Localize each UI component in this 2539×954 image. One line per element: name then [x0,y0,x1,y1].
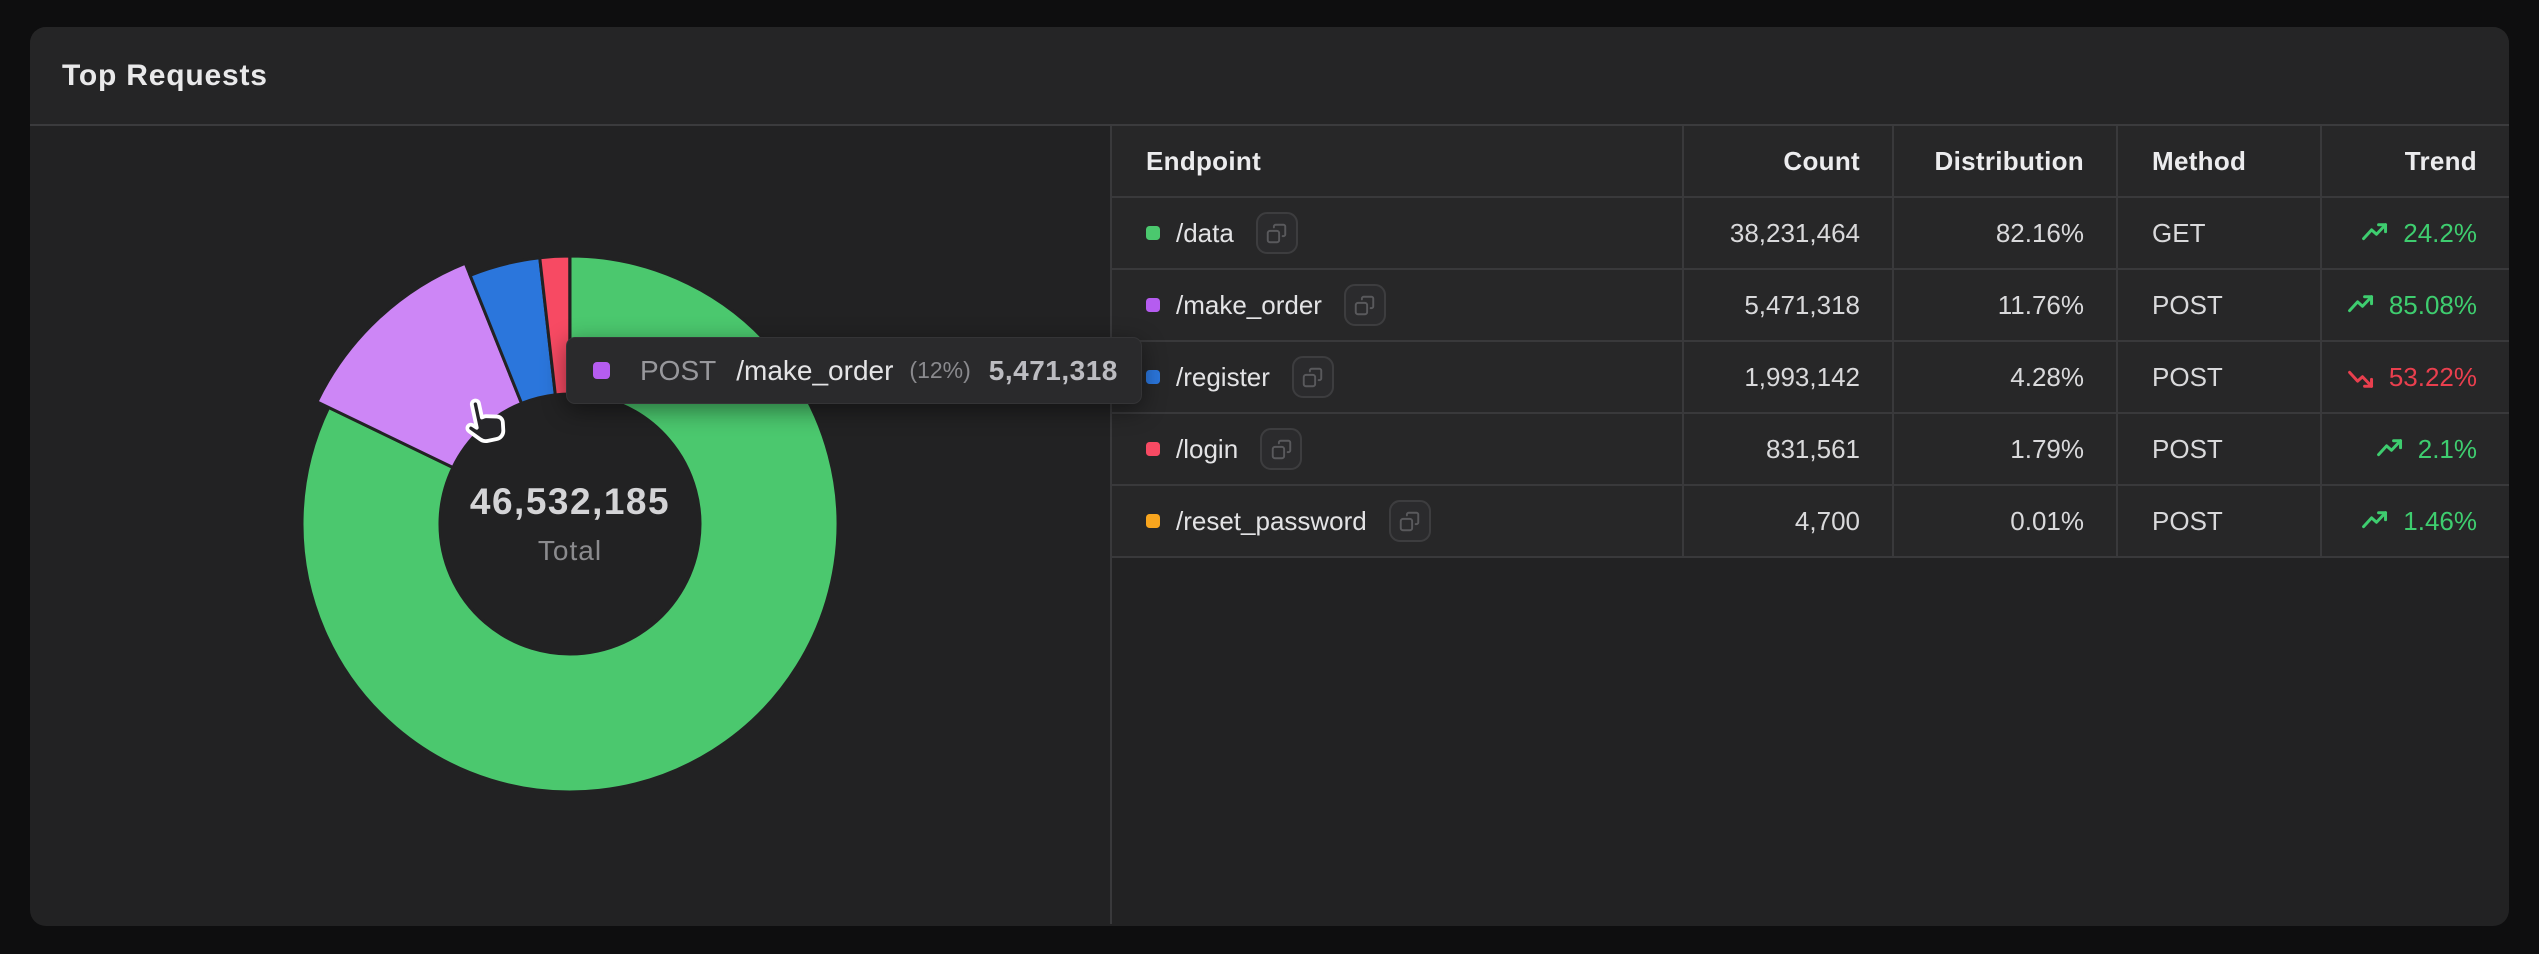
trend-value: 2.1% [2417,433,2477,464]
trend-value: 53.22% [2388,361,2477,392]
count-cell: 5,471,318 [1684,270,1894,342]
endpoint-cell: /login [1112,414,1684,486]
count-cell: 1,993,142 [1684,342,1894,414]
tooltip-method: POST [640,354,717,386]
copy-button[interactable] [1388,500,1431,542]
chart-tooltip: POST /make_order (12%) 5,471,318 [566,337,1142,404]
copy-button[interactable] [1255,212,1298,254]
trend-up-icon [2347,294,2373,312]
copy-icon [1355,295,1375,315]
panel-divider [1110,126,1112,924]
copy-icon [1303,367,1323,387]
endpoint-cell: /register [1112,342,1684,414]
count-cell: 38,231,464 [1684,198,1894,270]
column-header-endpoint: Endpoint [1112,126,1684,198]
top-requests-card: Top Requests 46,532,185 Total Endpoint C… [30,27,2509,926]
distribution-cell: 11.76% [1894,270,2118,342]
column-header-distribution: Distribution [1894,126,2118,198]
endpoint-marker [1146,226,1160,240]
tooltip-percent: (12%) [909,357,971,383]
trend-cell: 24.2% [2322,198,2509,270]
column-header-count: Count [1684,126,1894,198]
trend-cell: 85.08% [2322,270,2509,342]
method-cell: POST [2118,270,2322,342]
distribution-cell: 1.79% [1894,414,2118,486]
copy-button[interactable] [1343,284,1386,326]
method-cell: GET [2118,198,2322,270]
endpoint-marker [1146,442,1160,456]
endpoint-label: /login [1176,433,1239,464]
trend-cell: 1.46% [2322,486,2509,558]
distribution-cell: 82.16% [1894,198,2118,270]
endpoint-marker [1146,370,1160,384]
count-cell: 4,700 [1684,486,1894,558]
copy-icon [1267,223,1287,243]
endpoint-cell: /make_order [1112,270,1684,342]
endpoint-label: /data [1176,217,1234,248]
trend-cell: 2.1% [2322,414,2509,486]
method-cell: POST [2118,414,2322,486]
method-cell: POST [2118,486,2322,558]
endpoint-label: /reset_password [1176,505,1367,536]
copy-button[interactable] [1260,428,1303,470]
card-title: Top Requests [62,58,268,92]
trend-up-icon [2362,222,2388,240]
trend-down-icon [2347,370,2373,388]
tooltip-marker [593,362,610,379]
copy-icon [1400,511,1420,531]
trend-value: 24.2% [2403,217,2477,248]
endpoint-cell: /reset_password [1112,486,1684,558]
trend-value: 85.08% [2388,289,2477,320]
endpoint-label: /make_order [1176,289,1322,320]
endpoint-marker [1146,298,1160,312]
distribution-cell: 0.01% [1894,486,2118,558]
endpoint-cell: /data [1112,198,1684,270]
count-cell: 831,561 [1684,414,1894,486]
tooltip-endpoint: /make_order [736,354,894,386]
requests-table: Endpoint Count Distribution Method Trend… [1112,126,2509,558]
donut-chart-panel: 46,532,185 Total [30,126,1110,924]
copy-button[interactable] [1291,356,1334,398]
card-header: Top Requests [30,27,2509,126]
endpoint-marker [1146,514,1160,528]
distribution-cell: 4.28% [1894,342,2118,414]
column-header-method: Method [2118,126,2322,198]
trend-cell: 53.22% [2322,342,2509,414]
trend-up-icon [2362,510,2388,528]
donut-chart[interactable] [250,204,890,844]
trend-value: 1.46% [2403,505,2477,536]
endpoint-label: /register [1176,361,1270,392]
trend-up-icon [2376,438,2402,456]
card-body: 46,532,185 Total Endpoint Count Distribu… [30,126,2509,924]
column-header-trend: Trend [2322,126,2509,198]
method-cell: POST [2118,342,2322,414]
tooltip-value: 5,471,318 [988,354,1118,386]
copy-icon [1271,439,1291,459]
table-panel: Endpoint Count Distribution Method Trend… [1112,126,2509,924]
